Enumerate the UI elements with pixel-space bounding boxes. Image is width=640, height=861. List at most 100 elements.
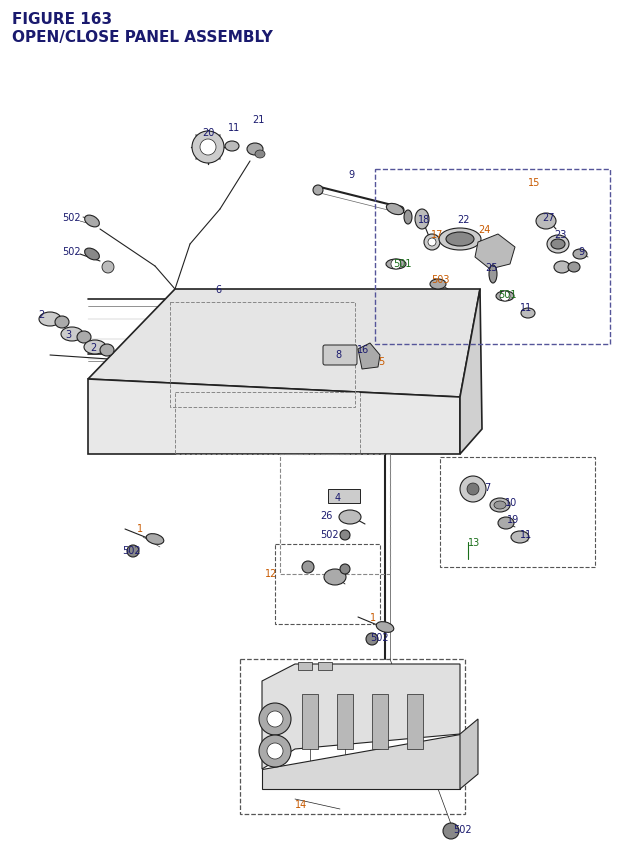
Ellipse shape <box>376 622 394 633</box>
Ellipse shape <box>324 569 346 585</box>
Bar <box>275 544 380 624</box>
Circle shape <box>500 292 510 301</box>
Ellipse shape <box>61 328 83 342</box>
Polygon shape <box>262 664 460 769</box>
Ellipse shape <box>247 144 263 156</box>
Ellipse shape <box>387 204 404 215</box>
Text: 502: 502 <box>122 545 141 555</box>
Ellipse shape <box>498 517 514 530</box>
Polygon shape <box>88 289 480 398</box>
Text: 12: 12 <box>265 568 277 579</box>
Bar <box>240 660 465 814</box>
Text: 20: 20 <box>202 127 214 138</box>
Ellipse shape <box>573 250 587 260</box>
Text: 25: 25 <box>485 263 497 273</box>
Text: 4: 4 <box>335 492 341 503</box>
Text: 9: 9 <box>578 247 584 257</box>
Ellipse shape <box>415 210 429 230</box>
Circle shape <box>443 823 459 839</box>
Circle shape <box>460 476 486 503</box>
Bar <box>302 694 318 749</box>
Ellipse shape <box>225 142 239 152</box>
Ellipse shape <box>146 534 164 545</box>
Ellipse shape <box>536 214 556 230</box>
Circle shape <box>424 235 440 251</box>
Text: 502: 502 <box>370 632 388 642</box>
Bar <box>280 455 390 574</box>
Bar <box>375 170 610 344</box>
Text: 27: 27 <box>542 213 554 223</box>
Text: 502: 502 <box>62 213 81 223</box>
Polygon shape <box>358 344 380 369</box>
Bar <box>318 662 332 670</box>
Text: 502: 502 <box>62 247 81 257</box>
Ellipse shape <box>84 341 106 355</box>
Ellipse shape <box>551 239 565 250</box>
Circle shape <box>302 561 314 573</box>
Ellipse shape <box>100 344 114 356</box>
Polygon shape <box>460 719 478 789</box>
Bar <box>440 457 595 567</box>
Text: 6: 6 <box>215 285 221 294</box>
Text: 22: 22 <box>457 214 470 225</box>
Ellipse shape <box>496 292 514 301</box>
Ellipse shape <box>255 151 265 158</box>
Text: 502: 502 <box>320 530 339 539</box>
Text: 13: 13 <box>468 537 480 548</box>
Circle shape <box>200 139 216 156</box>
Ellipse shape <box>339 511 361 524</box>
Ellipse shape <box>55 317 69 329</box>
Text: 8: 8 <box>335 350 341 360</box>
Text: 23: 23 <box>554 230 566 239</box>
Text: 19: 19 <box>507 514 519 524</box>
Ellipse shape <box>494 501 506 510</box>
Circle shape <box>428 238 436 247</box>
Text: FIGURE 163: FIGURE 163 <box>12 12 112 27</box>
Polygon shape <box>88 380 460 455</box>
Text: 503: 503 <box>431 275 449 285</box>
Text: 16: 16 <box>357 344 369 355</box>
Ellipse shape <box>554 262 570 274</box>
Ellipse shape <box>39 313 61 326</box>
Circle shape <box>467 483 479 495</box>
Polygon shape <box>460 289 482 455</box>
Text: 11: 11 <box>228 123 240 133</box>
Circle shape <box>259 735 291 767</box>
Ellipse shape <box>511 531 529 543</box>
Bar <box>407 694 423 749</box>
Ellipse shape <box>547 236 569 254</box>
Ellipse shape <box>489 266 497 283</box>
Text: 1: 1 <box>137 523 143 533</box>
Circle shape <box>267 711 283 728</box>
Circle shape <box>313 186 323 195</box>
Ellipse shape <box>439 229 481 251</box>
Circle shape <box>340 530 350 541</box>
Ellipse shape <box>77 331 91 344</box>
Text: 2: 2 <box>38 310 44 319</box>
Bar <box>170 303 355 407</box>
Ellipse shape <box>404 211 412 225</box>
Text: 9: 9 <box>348 170 354 180</box>
Text: 11: 11 <box>520 303 532 313</box>
Text: 15: 15 <box>528 177 540 188</box>
Text: 17: 17 <box>431 230 444 239</box>
Text: 14: 14 <box>295 799 307 809</box>
Bar <box>298 662 312 670</box>
Text: 5: 5 <box>378 356 384 367</box>
Polygon shape <box>475 235 515 269</box>
Text: 18: 18 <box>418 214 430 225</box>
Ellipse shape <box>84 249 99 261</box>
Circle shape <box>391 260 401 269</box>
Text: 1: 1 <box>370 612 376 623</box>
Circle shape <box>366 633 378 645</box>
Ellipse shape <box>568 263 580 273</box>
Ellipse shape <box>386 260 406 269</box>
Circle shape <box>259 703 291 735</box>
Bar <box>328 489 360 504</box>
Text: 3: 3 <box>65 330 71 339</box>
Text: 26: 26 <box>320 511 332 520</box>
Bar <box>175 393 360 455</box>
Text: 24: 24 <box>478 225 490 235</box>
Circle shape <box>127 545 139 557</box>
Circle shape <box>102 262 114 274</box>
